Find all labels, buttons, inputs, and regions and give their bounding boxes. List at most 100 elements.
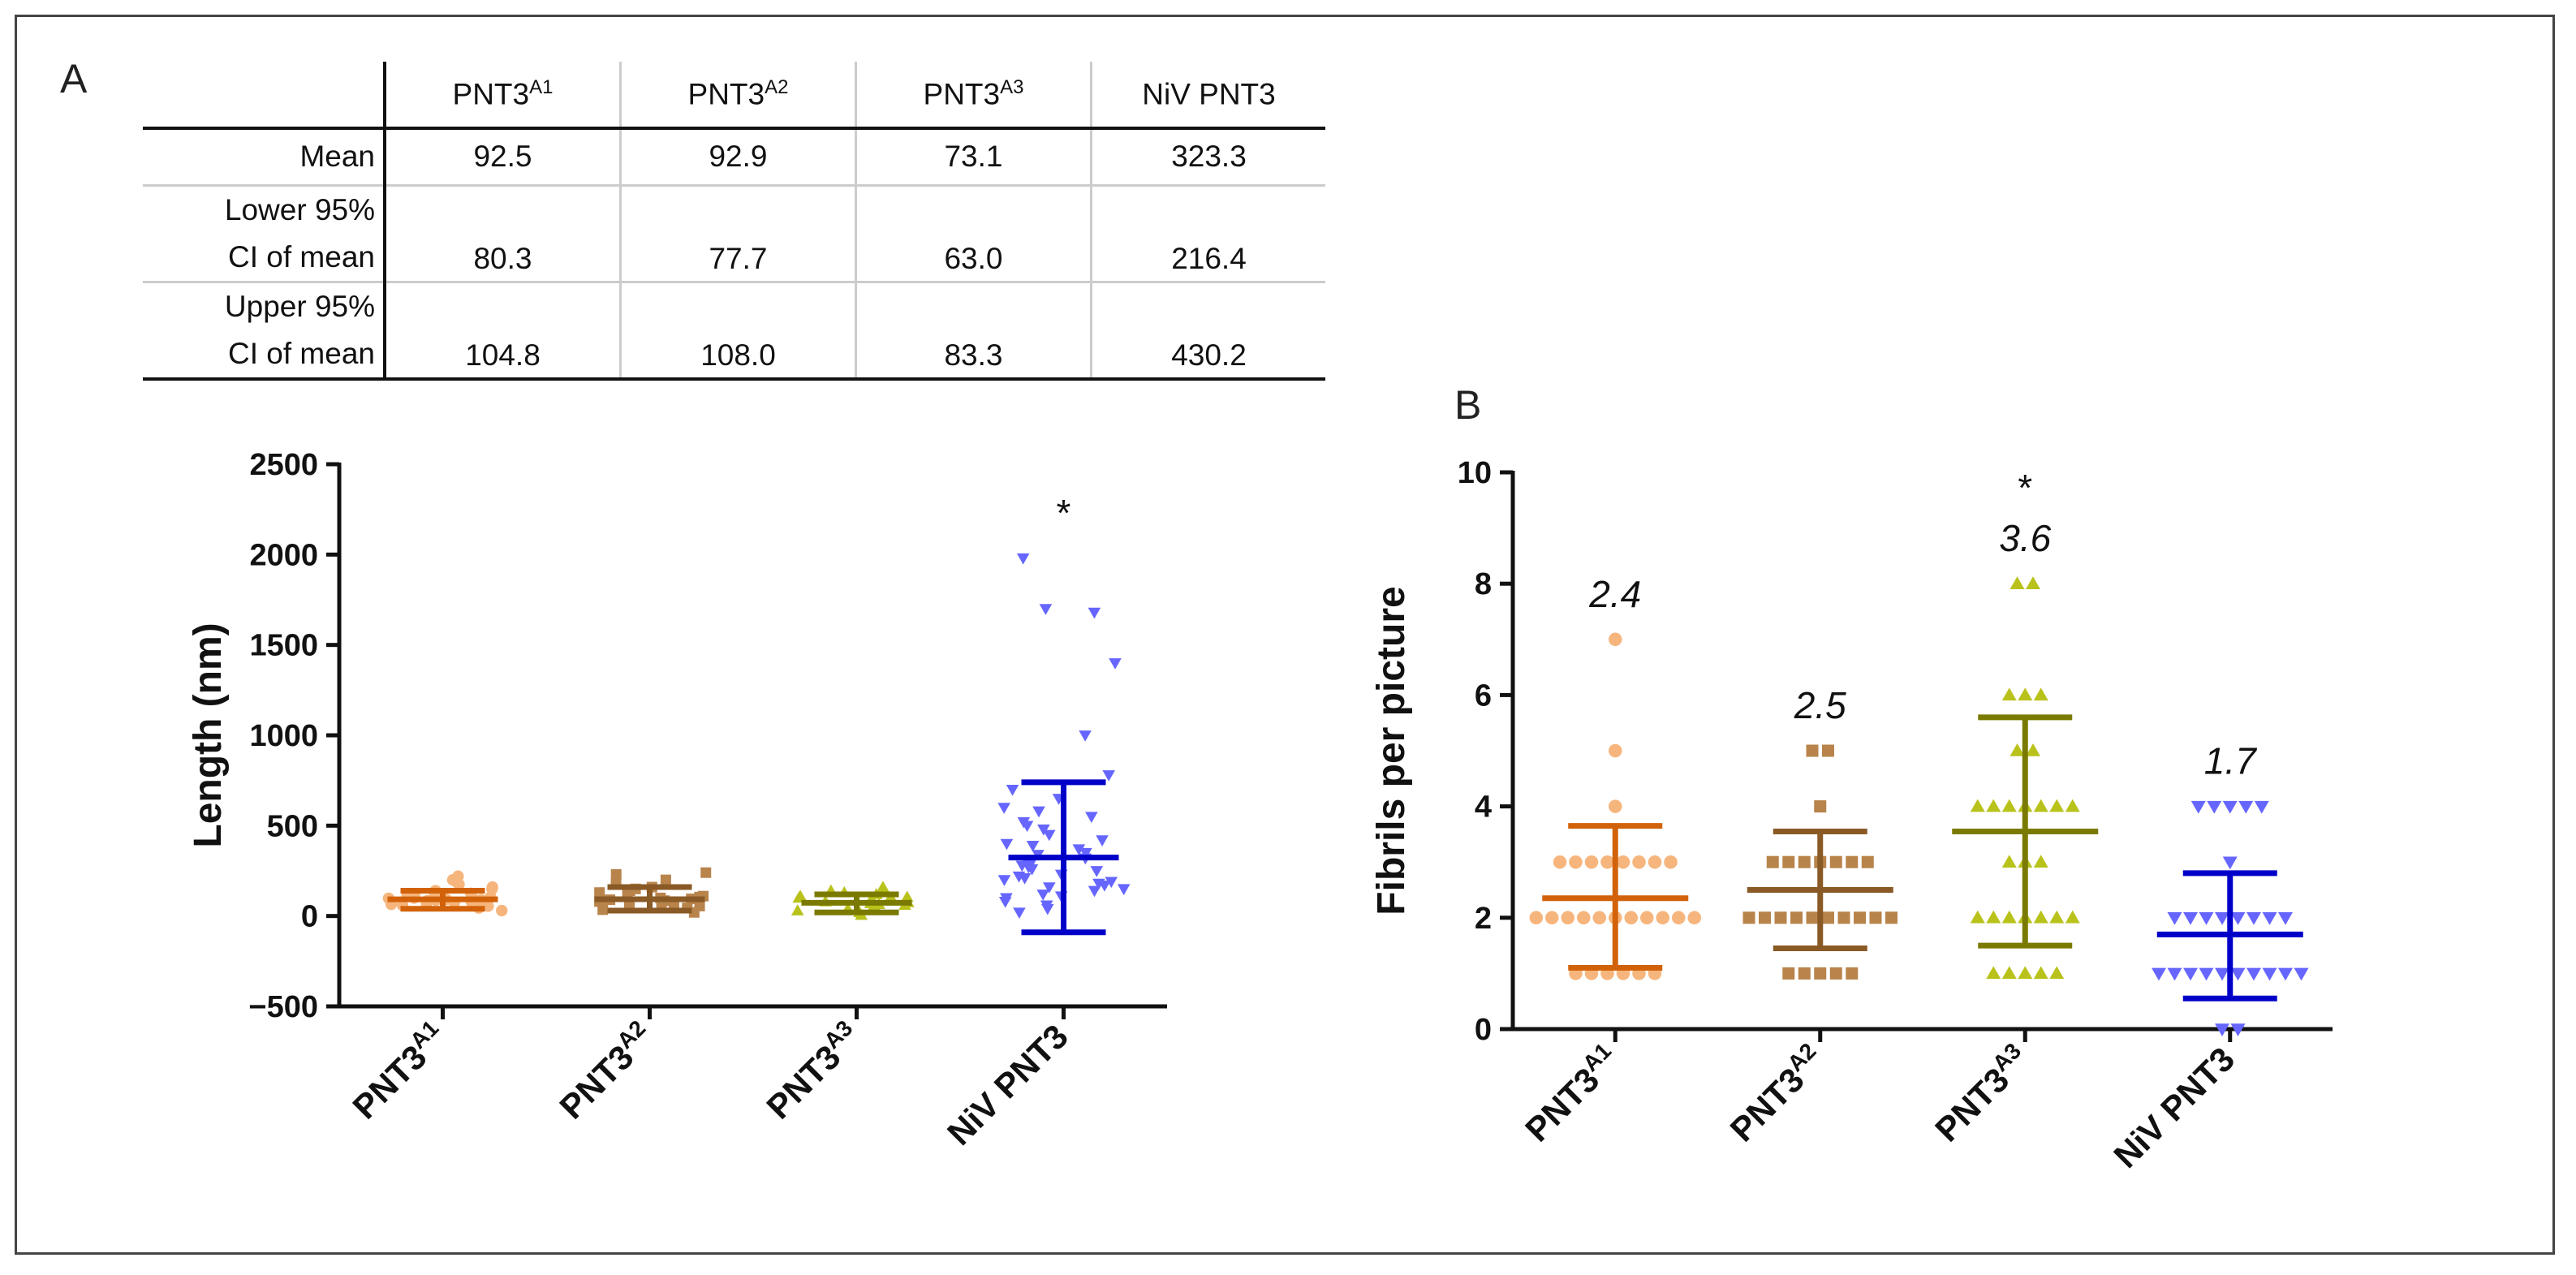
data-point (877, 881, 890, 892)
y-tick-label: 500 (267, 809, 318, 843)
x-tick-label: PNT3A2 (550, 1015, 661, 1126)
x-tick-label: PNT3A3 (757, 1015, 868, 1126)
table-cell: 104.8 (383, 280, 622, 381)
data-point (2033, 799, 2048, 812)
data-point (486, 881, 498, 894)
panel-label-a: A (60, 56, 88, 101)
data-point (1814, 800, 1827, 813)
data-point (1854, 911, 1866, 924)
data-point (2049, 966, 2065, 980)
data-point (1117, 884, 1131, 896)
data-point (1096, 835, 1109, 846)
y-tick-label: 8 (1475, 567, 1492, 601)
data-point (1600, 855, 1614, 869)
mean-value-label: 2.4 (1588, 573, 1641, 615)
data-point (1970, 799, 1985, 812)
data-point (1766, 855, 1779, 868)
data-point (1829, 855, 1842, 868)
data-point (1105, 877, 1118, 889)
data-point (1006, 784, 1019, 796)
data-point (1829, 967, 1842, 980)
table-row-label: Upper 95% CI of mean (143, 280, 386, 381)
data-point (452, 870, 464, 882)
series-group (382, 870, 508, 917)
data-point (1553, 855, 1567, 869)
data-point (1672, 911, 1686, 925)
data-point (1664, 855, 1678, 869)
data-point (1032, 806, 1045, 818)
table-column-header: NiV PNT3 (1090, 62, 1325, 130)
y-tick-label: 1500 (249, 629, 318, 663)
data-point (1092, 878, 1105, 890)
data-point (1822, 744, 1834, 757)
data-point (1102, 770, 1115, 782)
table-column-header: PNT3A2 (619, 62, 857, 130)
data-point (997, 803, 1010, 814)
y-tick-label: 0 (301, 900, 318, 934)
data-point (1040, 900, 1053, 912)
data-point (1012, 871, 1026, 883)
table-cell: 430.2 (1090, 280, 1325, 381)
data-point (1687, 911, 1701, 925)
data-point (2001, 855, 2017, 868)
y-tick-label: 6 (1475, 678, 1492, 713)
series-group (594, 867, 712, 918)
data-point (1782, 855, 1795, 868)
table-row-lower-ci: Lower 95% CI of mean 80.3 77.7 63.0 216.4 (143, 183, 1325, 283)
data-point (2033, 687, 2048, 701)
y-axis-label: Length (nm) (187, 622, 230, 847)
x-tick-label: PNT3A2 (1721, 1038, 1833, 1149)
data-point (1072, 844, 1086, 856)
fibrils-chart: 0 2 4 6 8 10 Fibrils per picture PNT3A1 PNT3A2 PN… (1370, 456, 2333, 1175)
data-point (2215, 912, 2229, 925)
data-point (2033, 910, 2048, 924)
data-point (1986, 910, 2001, 924)
data-point (997, 875, 1011, 886)
data-point (2278, 912, 2293, 925)
data-point (1000, 893, 1013, 905)
y-tick-label: 1000 (249, 719, 318, 753)
data-point (1986, 799, 2001, 812)
data-point (1013, 907, 1026, 920)
data-point (2215, 1023, 2229, 1036)
data-point (1026, 840, 1040, 852)
data-point (1088, 607, 1101, 619)
significance-marker: * (1057, 492, 1071, 534)
y-tick-label: 0 (1475, 1013, 1492, 1047)
data-point (790, 904, 804, 915)
table-cell: 216.4 (1090, 183, 1325, 283)
y-tick-label: 10 (1458, 456, 1492, 490)
table-cell: 92.9 (619, 127, 857, 187)
data-point (1782, 967, 1795, 980)
data-point (2167, 967, 2182, 981)
data-point (2152, 967, 2166, 981)
data-point (1624, 911, 1638, 925)
data-point (900, 890, 914, 902)
data-point (1561, 911, 1574, 925)
table-cell: 80.3 (383, 183, 622, 283)
data-point (2065, 910, 2080, 924)
data-point (1109, 658, 1122, 670)
data-point (1529, 911, 1543, 925)
series-group: 2.4 (1529, 573, 1701, 980)
data-point (1000, 838, 1014, 851)
data-point (2033, 855, 2048, 868)
series-group: 2.5 (1742, 684, 1898, 980)
data-point (694, 900, 705, 911)
data-point (1798, 855, 1811, 868)
data-point (2262, 967, 2277, 981)
figure-frame (15, 15, 2555, 1255)
table-cell: 323.3 (1090, 127, 1325, 187)
data-point (1632, 855, 1646, 869)
data-point (2199, 967, 2214, 981)
data-point (2010, 576, 2025, 589)
data-point (1609, 743, 1622, 758)
data-point (2018, 966, 2033, 980)
data-point (1017, 817, 1031, 829)
data-point (1986, 966, 2001, 980)
series-group: * (997, 492, 1131, 936)
table-cell: 83.3 (855, 280, 1092, 381)
data-point (1861, 855, 1874, 868)
data-point (1592, 911, 1606, 925)
data-point (1742, 911, 1755, 924)
